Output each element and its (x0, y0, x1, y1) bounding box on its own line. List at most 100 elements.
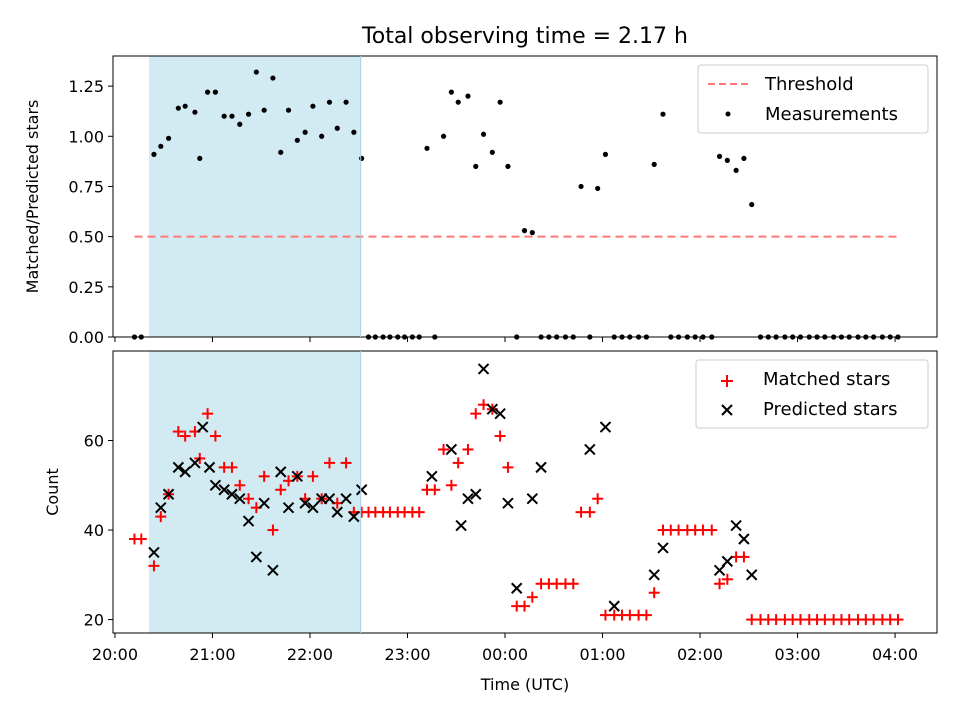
measurement-point (237, 121, 243, 127)
predicted-star-point (721, 555, 734, 568)
top-panel: 0.00 0.25 0.50 0.75 1.00 1.25 Total observing… (23, 24, 938, 347)
matched-star-point (429, 484, 441, 496)
y-tick-label: 0.25 (68, 278, 104, 297)
predicted-star-point (502, 497, 514, 509)
observing-window-shade-top (149, 56, 361, 337)
measurement-point (294, 137, 300, 143)
predicted-star-point (713, 564, 726, 577)
measurement-point (505, 163, 511, 169)
top-y-axis-label: Matched/Predicted stars (23, 100, 42, 294)
measurement-point (724, 157, 730, 163)
matched-star-point (226, 461, 238, 473)
predicted-star-point (445, 443, 458, 456)
matched-star-point (172, 426, 184, 438)
predicted-star-point (470, 488, 482, 500)
measurement-point (473, 163, 479, 169)
predicted-star-point (234, 493, 246, 505)
measurement-point (733, 167, 739, 174)
matched-star-point (462, 443, 474, 455)
predicted-star-point (746, 569, 758, 581)
matched-star-point (179, 430, 191, 442)
predicted-star-point (179, 466, 191, 478)
matched-star-point (323, 457, 335, 469)
measurement-point (602, 151, 609, 157)
measurement-point (497, 99, 503, 105)
y-tick-label: 60 (84, 432, 104, 451)
bottom-legend: Matched stars Predicted stars (695, 359, 929, 429)
x-axis-label: Time (UTC) (480, 675, 569, 694)
predicted-star-point (275, 466, 287, 478)
measurement-point (221, 113, 227, 119)
chart-title: Total observing time = 2.17 h (361, 24, 688, 49)
matched-star-point (445, 479, 457, 491)
y-tick-label: 0.00 (68, 328, 104, 347)
predicted-star-point (258, 497, 270, 509)
predicted-star-point (494, 407, 506, 420)
measurement-point (245, 111, 252, 117)
matched-star-point (640, 609, 652, 621)
bottom-panel: 20 40 60 20:00 21:00 22:00 23:00 00:00 01:00 02:… (43, 350, 938, 694)
x-tick-label: 02:00 (677, 645, 723, 664)
measurement-point (448, 89, 454, 95)
predicted-star-point (608, 600, 620, 612)
predicted-star-point (189, 457, 201, 469)
predicted-star-point (462, 493, 474, 505)
measurement-point (351, 129, 357, 135)
predicted-star-point (657, 542, 669, 554)
measurement-point (749, 201, 755, 208)
matched-star-point (258, 470, 270, 482)
predicted-star-point (291, 470, 304, 483)
x-tick-label: 22:00 (287, 645, 333, 664)
y-tick-label: 1.25 (68, 77, 104, 96)
x-tick-label: 03:00 (774, 645, 820, 664)
top-legend-box (697, 64, 929, 134)
measurement-point (151, 151, 157, 157)
predicted-stars-points (148, 363, 758, 612)
bottom-y-axis-label: Count (43, 468, 62, 516)
measurement-point (158, 143, 164, 149)
measurement-point (302, 129, 308, 135)
x-tick-label: 04:00 (872, 645, 918, 664)
matched-star-point (243, 493, 255, 505)
x-tick-label: 01:00 (579, 645, 625, 664)
measurement-point (651, 161, 657, 167)
legend-predicted-label: Predicted stars (763, 399, 897, 420)
predicted-star-point (426, 470, 438, 483)
predicted-star-point (355, 484, 368, 496)
measurement-point (175, 105, 181, 111)
matched-star-point (155, 511, 167, 523)
matched-star-point (584, 506, 596, 518)
measurement-point (343, 99, 349, 105)
measurement-point (424, 145, 430, 151)
y-tick-label: 1.00 (68, 127, 104, 146)
predicted-star-point (599, 421, 612, 433)
measurement-point (521, 228, 528, 234)
predicted-star-point (148, 546, 160, 559)
matched-star-point (202, 408, 214, 420)
measurement-point (529, 230, 535, 236)
matched-star-point (340, 457, 352, 469)
measurement-point (204, 89, 211, 95)
legend-measurements-label: Measurements (765, 104, 898, 125)
measurement-point (455, 99, 461, 105)
predicted-star-point (730, 519, 742, 532)
measurement-point (334, 125, 340, 131)
measurement-point (197, 155, 203, 161)
predicted-star-point (250, 551, 263, 563)
matched-star-point (148, 560, 160, 572)
measurement-point (660, 111, 666, 117)
predicted-star-point (209, 479, 222, 491)
x-tick-label: 20:00 (92, 645, 138, 664)
predicted-star-point (738, 533, 750, 545)
y-tick-label: 0.50 (68, 228, 104, 247)
matched-star-point (267, 524, 279, 536)
predicted-star-point (267, 564, 279, 577)
predicted-star-point (455, 519, 467, 532)
measurement-point (212, 89, 218, 95)
predicted-star-point (307, 501, 319, 514)
predicted-star-point (648, 569, 660, 581)
predicted-star-point (584, 443, 596, 456)
measurement-point (261, 107, 267, 113)
bottom-plot-frame (112, 350, 938, 634)
